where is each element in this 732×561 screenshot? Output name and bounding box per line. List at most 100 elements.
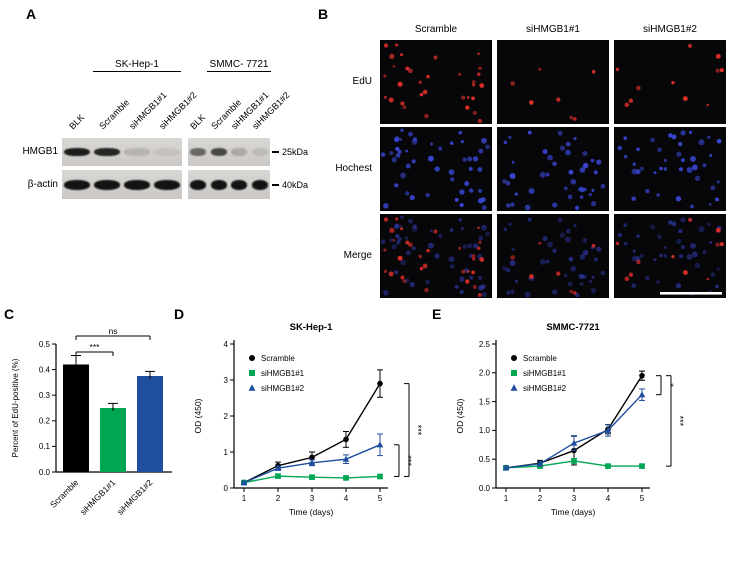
svg-text:0: 0 bbox=[224, 484, 229, 493]
svg-text:0.0: 0.0 bbox=[39, 468, 51, 477]
svg-text:1: 1 bbox=[224, 448, 229, 457]
svg-text:siHMGB1#2: siHMGB1#2 bbox=[261, 384, 305, 393]
micrograph-hochest-scramble bbox=[380, 127, 492, 211]
svg-text:siHMGB1#1: siHMGB1#1 bbox=[78, 477, 118, 517]
svg-text:3: 3 bbox=[224, 376, 229, 385]
protein-band bbox=[94, 148, 120, 156]
smmc-7721-growth-curve: SMMC-7721 0.0 0.5 1.0 1.5 2.0 2.5 1 2 3 4 5 Time (da… bbox=[455, 322, 685, 517]
svg-text:2: 2 bbox=[224, 412, 229, 421]
svg-text:Percent of EdU-positive (%): Percent of EdU-positive (%) bbox=[11, 358, 20, 457]
micrograph-hochest-sihmgb1-2 bbox=[614, 127, 726, 211]
merge-arrow: → bbox=[408, 229, 419, 241]
svg-text:3: 3 bbox=[310, 494, 315, 503]
protein-band bbox=[231, 179, 248, 190]
svg-text:OD (450): OD (450) bbox=[193, 398, 203, 433]
svg-text:1: 1 bbox=[504, 494, 509, 503]
svg-text:2.5: 2.5 bbox=[479, 340, 491, 349]
panel-d-label: D bbox=[174, 306, 185, 322]
svg-text:1: 1 bbox=[242, 494, 247, 503]
svg-text:0.0: 0.0 bbox=[479, 484, 491, 493]
lane-label-scramble: Scramble bbox=[97, 97, 132, 132]
scale-bar bbox=[660, 292, 722, 295]
svg-text:Scramble: Scramble bbox=[523, 354, 557, 363]
protein-band bbox=[154, 148, 180, 156]
row-label-merge: Merge bbox=[343, 250, 372, 261]
svg-text:4: 4 bbox=[344, 494, 349, 503]
protein-band bbox=[251, 148, 268, 156]
panel-a-label: A bbox=[26, 6, 37, 22]
svg-text:Scramble: Scramble bbox=[48, 477, 81, 510]
panel-b-label: B bbox=[318, 6, 329, 22]
svg-text:0.1: 0.1 bbox=[39, 442, 51, 451]
column-header-scramble: Scramble bbox=[414, 24, 458, 35]
svg-text:0.5: 0.5 bbox=[39, 340, 51, 349]
svg-text:***: *** bbox=[90, 342, 101, 352]
cell-line-header-smmc-7721: SMMC- 7721 bbox=[207, 59, 271, 72]
svg-text:1.0: 1.0 bbox=[479, 426, 491, 435]
svg-text:SK-Hep-1: SK-Hep-1 bbox=[290, 322, 333, 333]
marker-40kda: 40kDa bbox=[282, 180, 309, 190]
svg-text:0.5: 0.5 bbox=[479, 455, 491, 464]
micrograph-merge-sihmgb1-2: → bbox=[614, 214, 726, 298]
column-header-sihmgb1-1: siHMGB1#1 bbox=[526, 24, 580, 35]
svg-text:5: 5 bbox=[640, 494, 645, 503]
protein-band bbox=[124, 179, 150, 190]
blot-hmgb1-smmc-7721 bbox=[188, 138, 270, 166]
svg-text:siHMGB1#1: siHMGB1#1 bbox=[261, 369, 305, 378]
protein-band bbox=[94, 179, 120, 190]
protein-band bbox=[154, 179, 180, 190]
svg-text:0.4: 0.4 bbox=[39, 365, 51, 374]
micrograph-hochest-sihmgb1-1 bbox=[497, 127, 609, 211]
svg-text:0.3: 0.3 bbox=[39, 391, 51, 400]
svg-text:***: *** bbox=[403, 455, 413, 466]
protein-band bbox=[64, 179, 90, 190]
svg-text:2.0: 2.0 bbox=[479, 369, 491, 378]
blot-actin-smmc-7721 bbox=[188, 170, 270, 199]
svg-text:5: 5 bbox=[378, 494, 383, 503]
edu-positive-bar-chart: 0.0 0.1 0.2 0.3 0.4 0.5 Percent of EdU-positiv… bbox=[11, 326, 172, 517]
protein-band bbox=[190, 148, 207, 156]
micrograph-merge-sihmgb1-1: → bbox=[497, 214, 609, 298]
marker-25kda: 25kDa bbox=[282, 147, 309, 157]
row-label-hochest: Hochest bbox=[335, 163, 372, 174]
svg-text:siHMGB1#2: siHMGB1#2 bbox=[523, 384, 567, 393]
protein-label-hmgb1: HMGB1 bbox=[22, 146, 58, 157]
cell-line-header-sk-hep-1: SK-Hep-1 bbox=[93, 59, 181, 72]
lane-label-blk: BLK bbox=[67, 112, 87, 132]
protein-band bbox=[190, 179, 207, 190]
protein-band bbox=[210, 148, 227, 156]
panel-c-label: C bbox=[4, 306, 15, 322]
protein-band bbox=[231, 148, 248, 156]
micrograph-merge-scramble: → bbox=[380, 214, 492, 298]
panel-e-label: E bbox=[432, 306, 442, 322]
lane-label-blk: BLK bbox=[188, 112, 208, 132]
svg-text:Time (days): Time (days) bbox=[289, 507, 334, 517]
blot-actin-sk-hep-1 bbox=[62, 170, 182, 199]
svg-text:4: 4 bbox=[606, 494, 611, 503]
svg-text:0.2: 0.2 bbox=[39, 417, 51, 426]
merge-arrow: → bbox=[543, 271, 554, 283]
protein-band bbox=[210, 179, 227, 190]
merge-arrow: → bbox=[687, 224, 698, 236]
svg-text:*: * bbox=[665, 383, 675, 387]
protein-label-b-actin: β-actin bbox=[27, 179, 58, 190]
marker-dash bbox=[272, 151, 279, 153]
column-header-sihmgb1-2: siHMGB1#2 bbox=[643, 24, 697, 35]
sk-hep-1-growth-curve: SK-Hep-1 0 1 2 3 4 1 2 3 4 5 Time (days) OD (450) Scr… bbox=[193, 322, 423, 517]
svg-text:ns: ns bbox=[109, 326, 118, 336]
protein-band bbox=[64, 148, 90, 156]
svg-text:siHMGB1#1: siHMGB1#1 bbox=[523, 369, 567, 378]
svg-text:4: 4 bbox=[224, 340, 229, 349]
svg-text:2: 2 bbox=[276, 494, 281, 503]
row-label-edu: EdU bbox=[352, 76, 372, 87]
svg-text:Time (days): Time (days) bbox=[551, 507, 596, 517]
svg-text:***: *** bbox=[675, 416, 685, 427]
micrograph-edu-sihmgb1-1 bbox=[497, 40, 609, 124]
micrograph-edu-sihmgb1-2 bbox=[614, 40, 726, 124]
svg-text:siHMGB1#2: siHMGB1#2 bbox=[115, 477, 155, 517]
svg-text:***: *** bbox=[413, 425, 423, 436]
protein-band bbox=[124, 148, 150, 156]
protein-band bbox=[251, 179, 268, 190]
micrograph-edu-scramble bbox=[380, 40, 492, 124]
